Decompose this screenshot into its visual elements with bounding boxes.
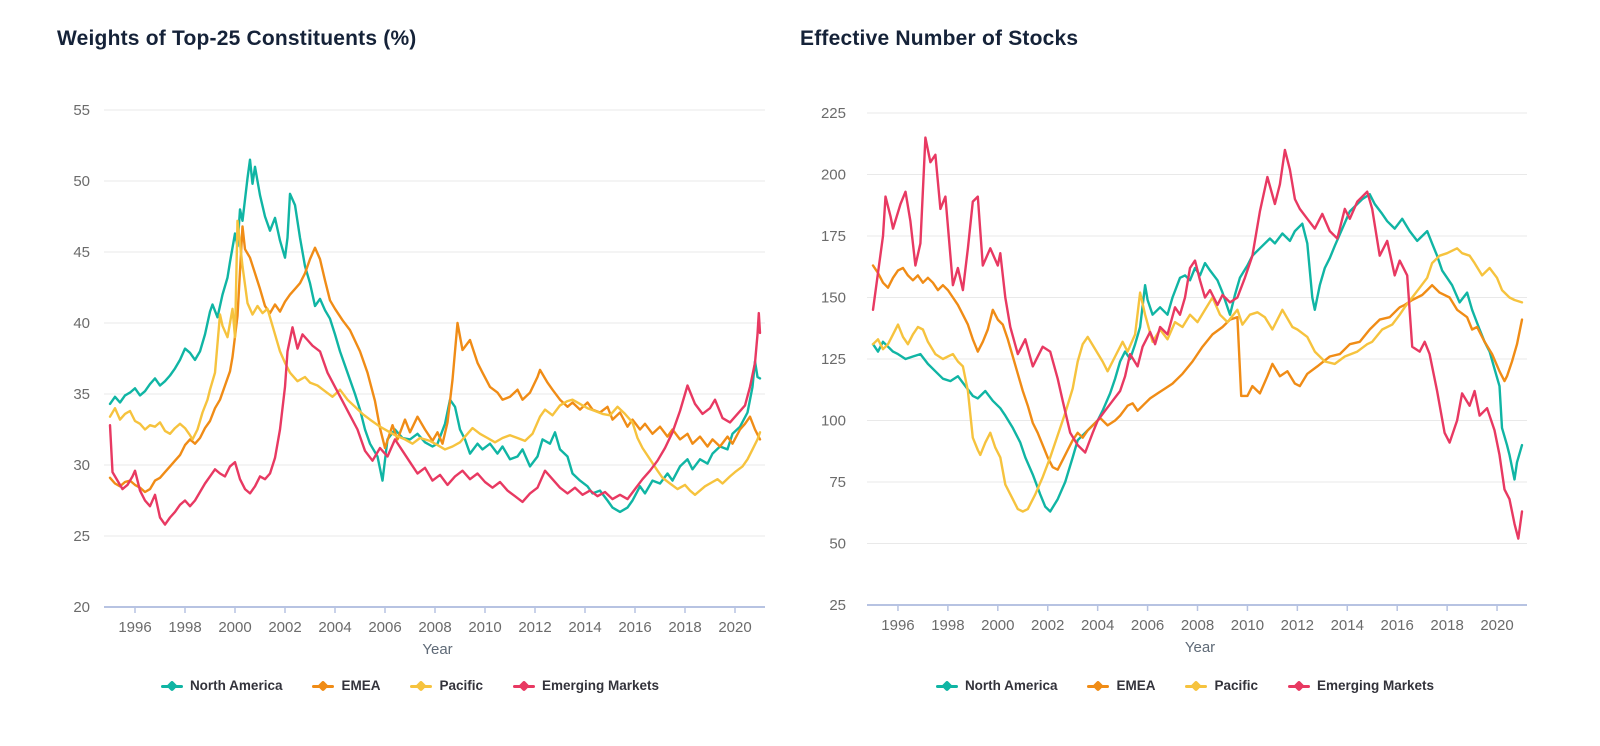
legend-item-emea: EMEA	[1087, 678, 1155, 693]
y-tick-label: 25	[829, 597, 846, 614]
x-tick-label: 2012	[518, 619, 551, 636]
legend-marker-icon	[1288, 679, 1311, 692]
legend-diamond	[941, 679, 953, 692]
y-tick-label: 125	[821, 351, 846, 368]
line-chart-svg-1: 25 50 75 100 125 150 175 200 225 1996 1998 2000 2002…	[821, 105, 1527, 656]
legend-marker-icon	[513, 679, 536, 692]
series-line-pacific	[108, 219, 762, 496]
legend-item-emea: EMEA	[312, 678, 380, 693]
legend-diamond	[1092, 679, 1105, 692]
series-line-north-america	[108, 158, 762, 514]
x-tick-label: 2006	[368, 619, 401, 636]
weights-chart-legend: North America EMEA Pacific Emerging Markets	[40, 678, 780, 693]
y-tick-label: 30	[73, 457, 90, 474]
x-tick-label: 2010	[468, 619, 501, 636]
legend-marker-icon	[1087, 679, 1110, 692]
legend-item-emerging-markets: Emerging Markets	[1288, 678, 1434, 693]
y-tick-label: 225	[821, 105, 846, 122]
y-tick-label: 100	[821, 413, 846, 430]
x-tick-label: 2012	[1281, 617, 1314, 634]
series-line-emerging-markets	[108, 311, 762, 526]
legend-diamond	[518, 679, 530, 692]
legend-label: Emerging Markets	[542, 678, 660, 693]
x-tick-label: 2008	[1181, 617, 1214, 634]
y-tick-label: 20	[73, 599, 90, 616]
chart-title-effective-stocks: Effective Number of Stocks	[800, 27, 1079, 50]
legend-marker-icon	[410, 679, 433, 692]
legend-label: Pacific	[439, 678, 484, 693]
y-tick-label: 50	[829, 536, 846, 553]
x-tick-label: 2018	[668, 619, 701, 636]
legend-item-pacific: Pacific	[410, 678, 483, 693]
legend-item-emerging-markets: Emerging Markets	[513, 678, 659, 693]
x-tick-label: 2004	[318, 619, 351, 636]
y-tick-label: 35	[73, 386, 90, 403]
legend-item-north-america: North America	[160, 678, 283, 693]
x-tick-label: 2002	[268, 619, 301, 636]
y-tick-label: 25	[73, 528, 90, 545]
legend-diamond	[415, 679, 428, 692]
y-tick-label: 40	[73, 315, 90, 332]
effective-stocks-chart-plot: 25 50 75 100 125 150 175 200 225 1996 1998 2000 2002…	[800, 85, 1580, 675]
legend-label: North America	[189, 678, 283, 693]
legend-diamond	[1190, 679, 1203, 692]
legend-label: North America	[964, 678, 1058, 693]
x-tick-label: 1996	[118, 619, 151, 636]
y-tick-label: 45	[73, 244, 90, 261]
x-tick-label: 1996	[881, 617, 914, 634]
x-axis-title: Year	[422, 641, 452, 658]
y-tick-label: 55	[73, 102, 90, 119]
series-line-emea	[108, 225, 762, 494]
x-tick-label: 2016	[1381, 617, 1414, 634]
x-tick-label: 2008	[418, 619, 451, 636]
series-line-north-america	[871, 192, 1524, 513]
legend-label: EMEA	[1116, 678, 1156, 693]
legend-label: EMEA	[341, 678, 381, 693]
x-tick-label: 2002	[1031, 617, 1064, 634]
series-line-emerging-markets	[871, 136, 1524, 540]
legend-marker-icon	[160, 679, 183, 692]
legend-marker-icon	[312, 679, 335, 692]
legend-item-pacific: Pacific	[1185, 678, 1258, 693]
legend-marker-icon	[935, 679, 958, 692]
y-tick-label: 50	[73, 173, 90, 190]
line-chart-svg-0: 20 25 30 35 40 45 50 55 1996 1998 2000 2002 2004 2006…	[73, 102, 765, 658]
y-tick-label: 75	[829, 474, 846, 491]
weights-chart-plot: 20 25 30 35 40 45 50 55 1996 1998 2000 2002 2004 2006…	[40, 85, 780, 675]
x-tick-label: 2020	[718, 619, 751, 636]
legend-label: Pacific	[1214, 678, 1259, 693]
x-tick-label: 2018	[1430, 617, 1463, 634]
x-tick-label: 2016	[618, 619, 651, 636]
series-line-pacific	[871, 247, 1524, 513]
x-tick-label: 2000	[981, 617, 1014, 634]
y-tick-label: 175	[821, 228, 846, 245]
x-tick-label: 2000	[218, 619, 251, 636]
legend-diamond	[166, 679, 178, 692]
legend-marker-icon	[1185, 679, 1208, 692]
x-tick-label: 2014	[568, 619, 601, 636]
legend-label: Emerging Markets	[1317, 678, 1435, 693]
x-tick-label: 2020	[1480, 617, 1513, 634]
x-tick-label: 2010	[1231, 617, 1264, 634]
legend-diamond	[1293, 679, 1305, 692]
x-tick-label: 2014	[1331, 617, 1364, 634]
effective-stocks-chart-legend: North America EMEA Pacific Emerging Markets	[800, 678, 1570, 693]
x-tick-label: 2006	[1131, 617, 1164, 634]
y-tick-label: 150	[821, 290, 846, 307]
x-tick-label: 2004	[1081, 617, 1114, 634]
legend-diamond	[317, 679, 330, 692]
x-tick-label: 1998	[931, 617, 964, 634]
y-tick-label: 200	[821, 167, 846, 184]
legend-item-north-america: North America	[935, 678, 1058, 693]
chart-title-weights: Weights of Top-25 Constituents (%)	[57, 27, 417, 50]
series-line-emea	[871, 264, 1524, 471]
x-axis-title: Year	[1185, 639, 1215, 656]
x-tick-label: 1998	[168, 619, 201, 636]
